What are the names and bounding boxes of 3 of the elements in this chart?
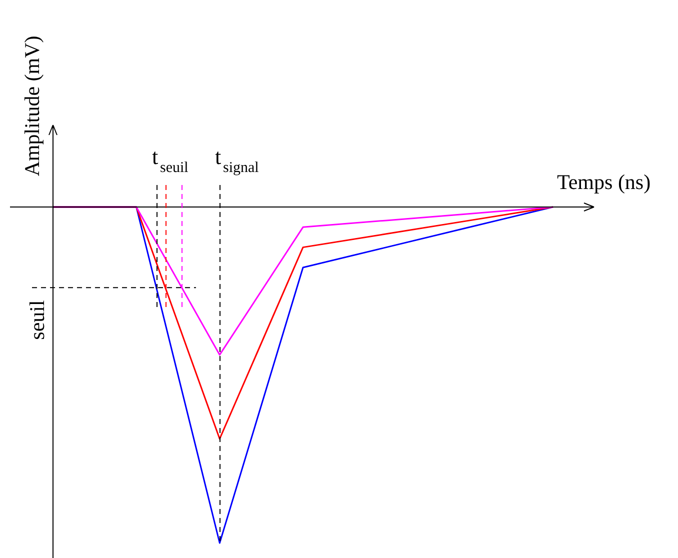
ref-line-label: seuil bbox=[25, 300, 49, 340]
x-axis-title: Temps (ns) bbox=[557, 170, 651, 194]
y-axis-title: Amplitude (mV) bbox=[20, 36, 44, 176]
